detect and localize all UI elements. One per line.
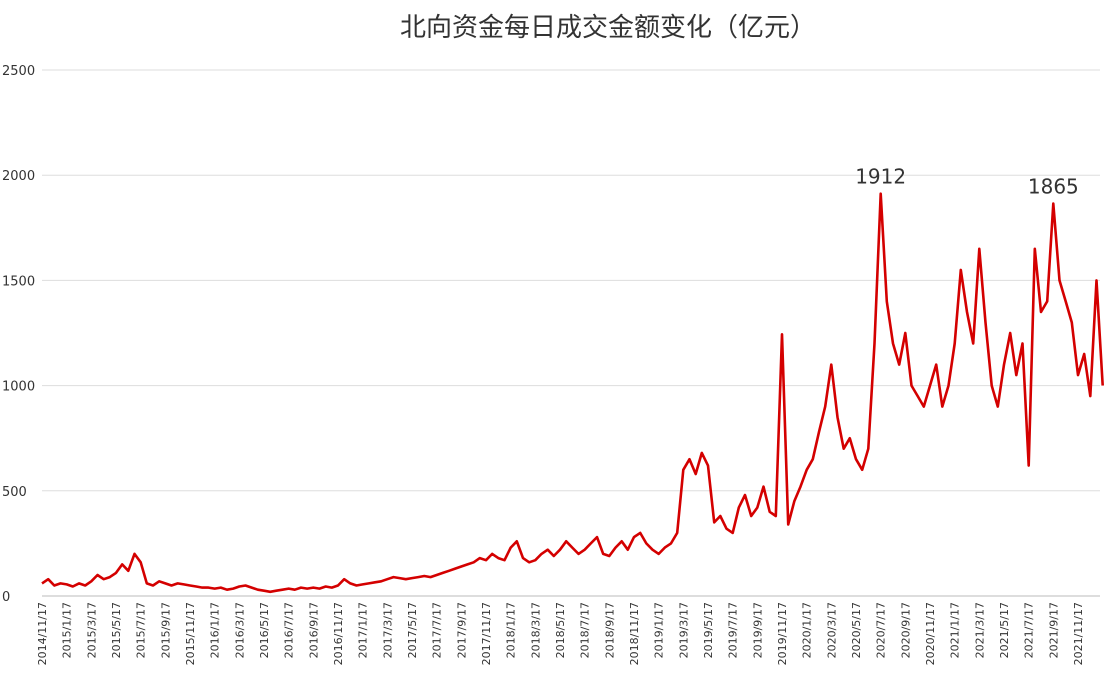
x-tick-label: 2018/11/17 — [628, 602, 641, 665]
x-tick-label: 2021/5/17 — [998, 602, 1011, 658]
x-tick-label: 2019/1/17 — [653, 602, 666, 658]
x-tick-label: 2018/3/17 — [529, 602, 542, 658]
x-tick-label: 2018/5/17 — [554, 602, 567, 658]
x-tick-label: 2017/9/17 — [455, 602, 468, 658]
x-tick-label: 2021/3/17 — [973, 602, 986, 658]
x-tick-label: 2020/3/17 — [825, 602, 838, 658]
y-tick-label: 1500 — [2, 274, 35, 289]
x-tick-label: 2017/11/17 — [480, 602, 493, 665]
x-tick-label: 2018/7/17 — [579, 602, 592, 658]
x-tick-label: 2016/3/17 — [233, 602, 246, 658]
x-tick-label: 2018/9/17 — [603, 602, 616, 658]
x-tick-label: 2016/5/17 — [258, 602, 271, 658]
x-tick-label: 2019/7/17 — [727, 602, 740, 658]
y-tick-label: 1000 — [2, 380, 35, 395]
data-line — [41, 192, 1104, 594]
x-tick-label: 2020/1/17 — [801, 602, 814, 658]
x-tick-label: 2021/7/17 — [1023, 602, 1036, 658]
x-tick-label: 2017/1/17 — [357, 602, 370, 658]
x-tick-label: 2015/9/17 — [159, 602, 172, 658]
x-tick-label: 2017/5/17 — [406, 602, 419, 658]
x-tick-label: 2015/1/17 — [61, 602, 74, 658]
x-tick-label: 2021/9/17 — [1047, 602, 1060, 658]
x-tick-label: 2015/7/17 — [135, 602, 148, 658]
y-tick-label: 500 — [2, 485, 27, 500]
x-tick-label: 2014/11/17 — [36, 602, 49, 665]
x-tick-label: 2015/3/17 — [85, 602, 98, 658]
x-tick-label: 2017/3/17 — [381, 602, 394, 658]
x-tick-label: 2016/11/17 — [332, 602, 345, 665]
x-tick-label: 2016/1/17 — [209, 602, 222, 658]
annotation: 1912 — [855, 165, 906, 189]
x-tick-label: 2021/1/17 — [949, 602, 962, 658]
x-tick-label: 2016/9/17 — [307, 602, 320, 658]
x-tick-label: 2019/3/17 — [677, 602, 690, 658]
x-tick-label: 2015/11/17 — [184, 602, 197, 665]
x-tick-label: 2020/11/17 — [924, 602, 937, 665]
x-tick-label: 2016/7/17 — [283, 602, 296, 658]
x-tick-label: 2018/1/17 — [505, 602, 518, 658]
y-tick-label: 2000 — [2, 169, 35, 184]
x-tick-label: 2017/7/17 — [431, 602, 444, 658]
x-tick-label: 2020/5/17 — [850, 602, 863, 658]
y-tick-label: 2500 — [2, 64, 35, 79]
x-tick-label: 2019/11/17 — [776, 602, 789, 665]
x-tick-label: 2020/7/17 — [875, 602, 888, 658]
x-tick-label: 2020/9/17 — [899, 602, 912, 658]
x-tick-label: 2021/11/17 — [1072, 602, 1085, 665]
x-tick-label: 2015/5/17 — [110, 602, 123, 658]
x-tick-label: 2019/9/17 — [751, 602, 764, 658]
y-tick-label: 0 — [2, 590, 10, 605]
annotation: 1865 — [1028, 175, 1079, 199]
chart-title: 北向资金每日成交金额变化（亿元） — [400, 13, 816, 43]
x-tick-label: 2019/5/17 — [702, 602, 715, 658]
